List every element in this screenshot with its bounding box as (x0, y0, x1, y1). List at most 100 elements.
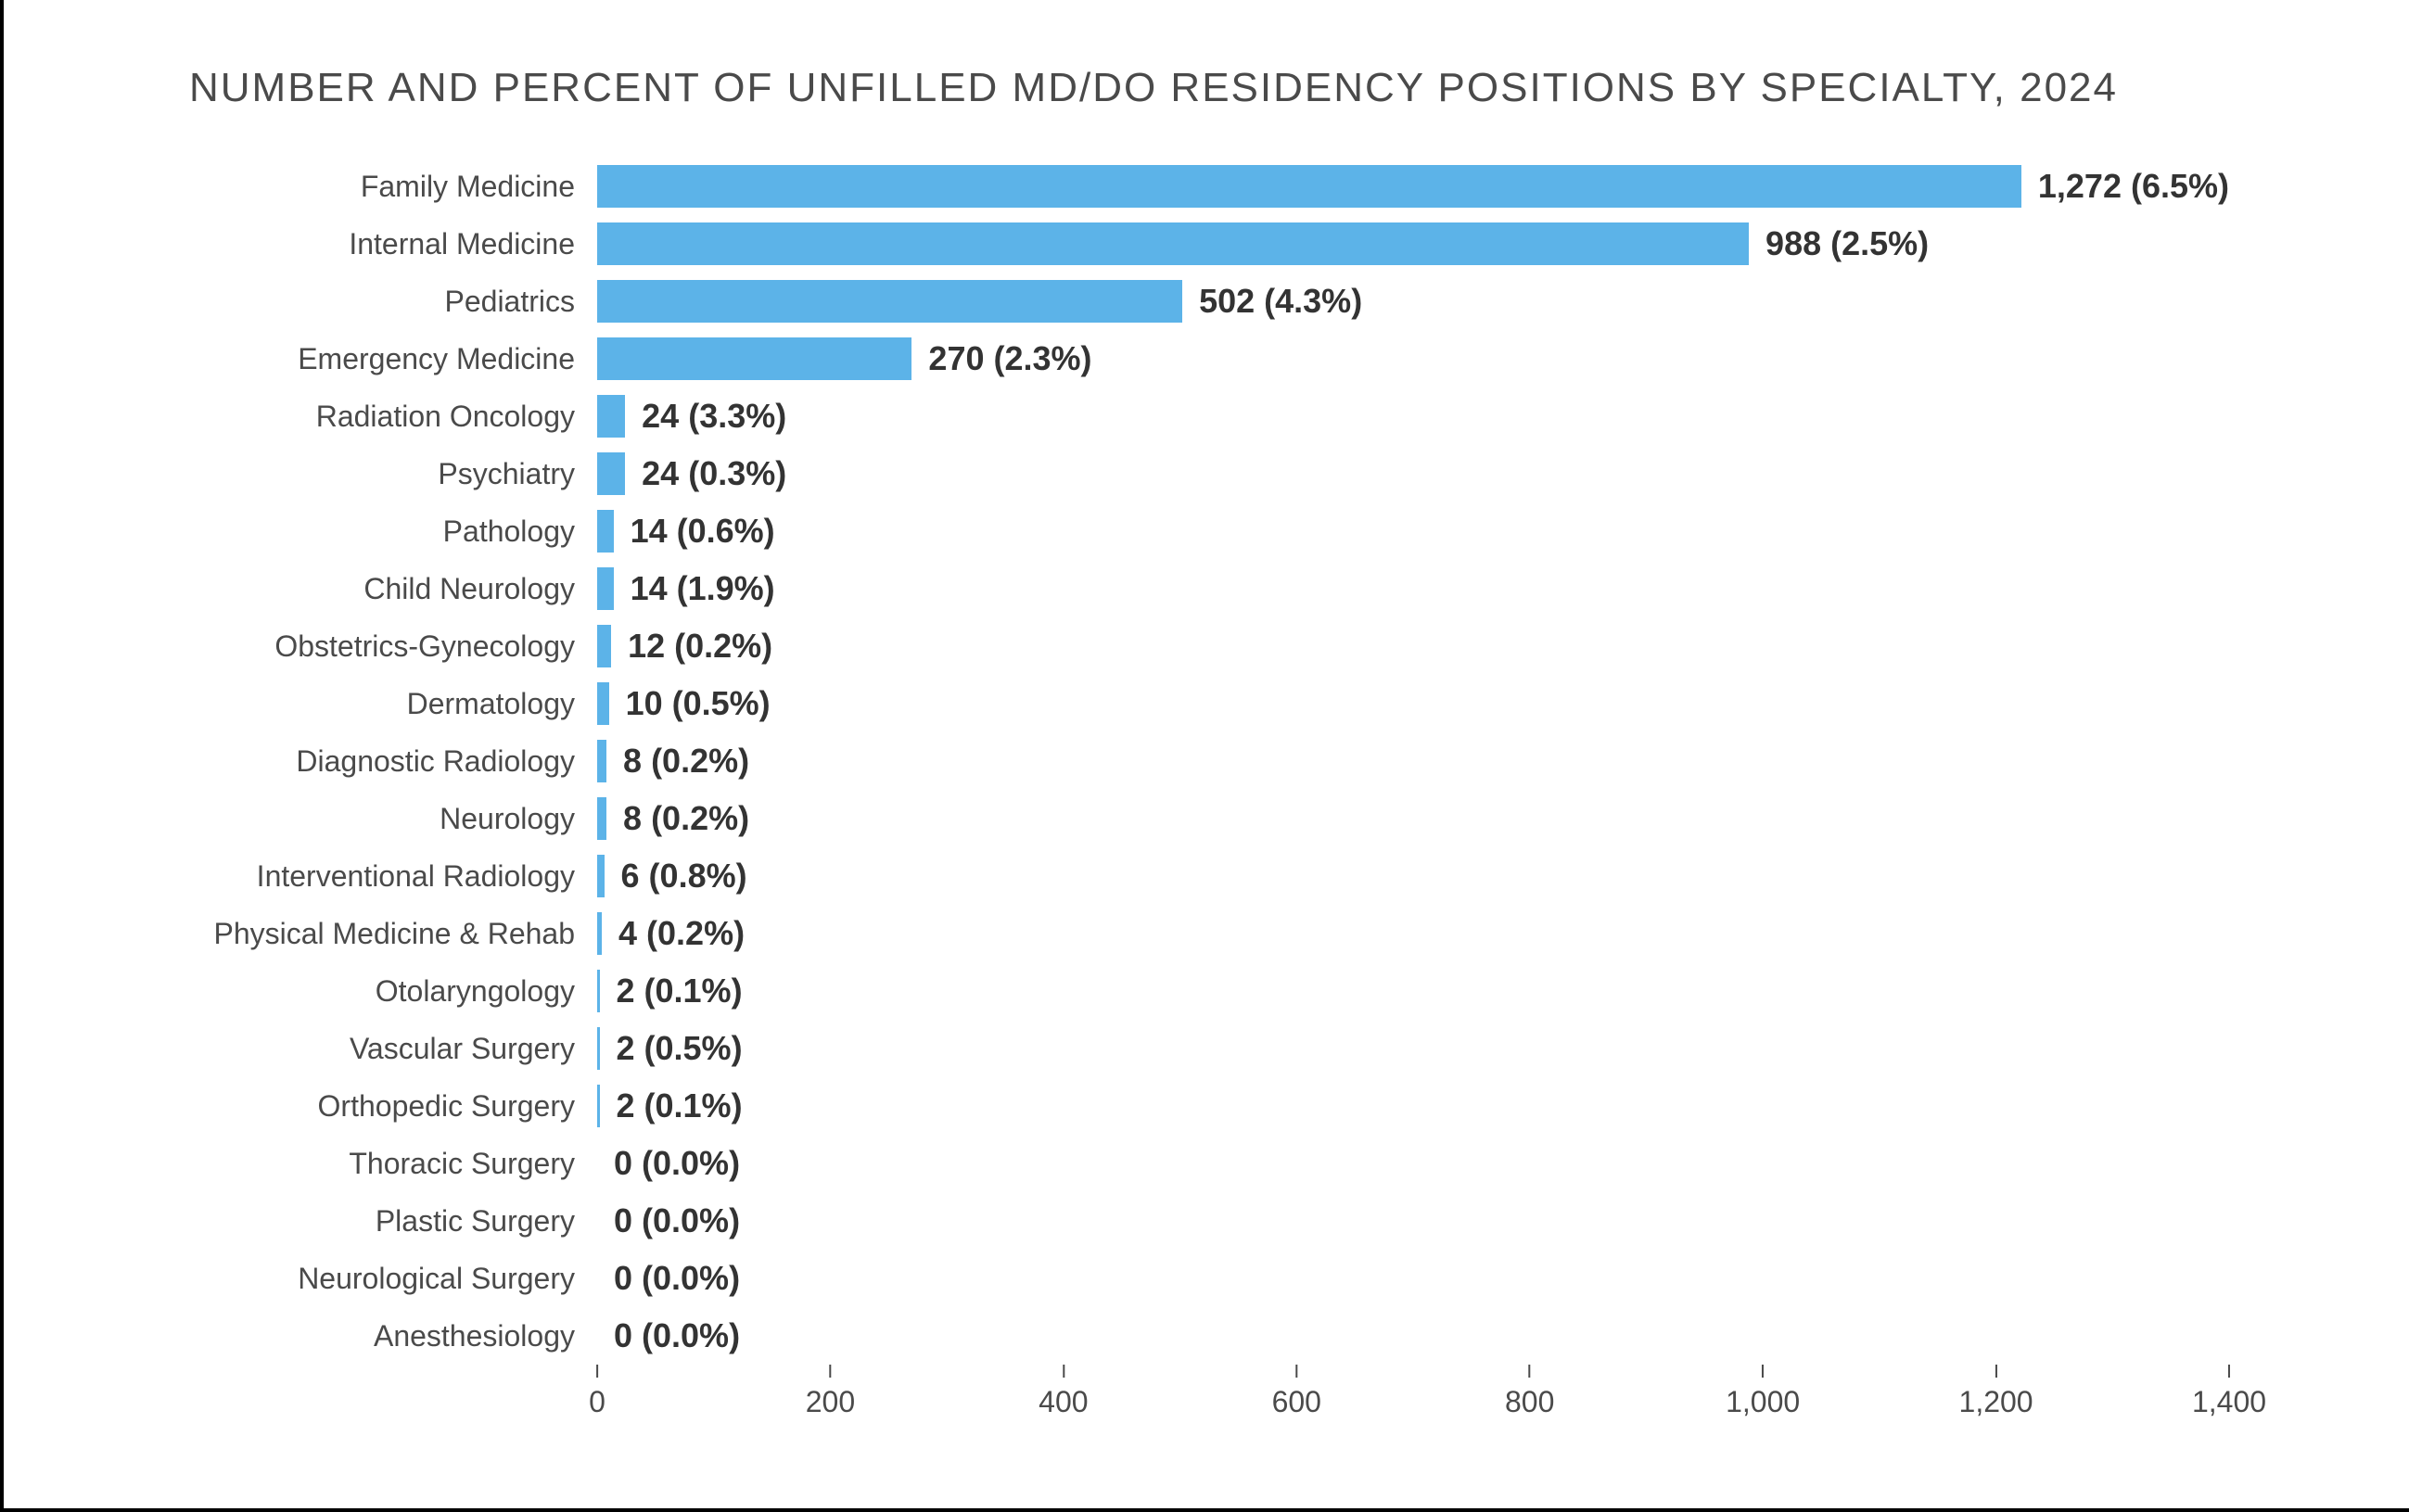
category-label: Internal Medicine (189, 227, 597, 261)
value-label: 502 (4.3%) (1182, 282, 1362, 321)
category-label: Vascular Surgery (189, 1032, 597, 1066)
bar-track: 988 (2.5%) (597, 215, 2229, 273)
bar-track: 2 (0.1%) (597, 1077, 2229, 1135)
category-label: Diagnostic Radiology (189, 744, 597, 779)
bar-track: 8 (0.2%) (597, 790, 2229, 847)
bar (597, 337, 911, 380)
x-tick-label: 1,000 (1726, 1385, 1800, 1419)
chart-row: Neurological Surgery0 (0.0%) (189, 1250, 2229, 1307)
value-label: 14 (0.6%) (614, 512, 775, 551)
chart-row: Emergency Medicine270 (2.3%) (189, 330, 2229, 388)
value-label: 8 (0.2%) (606, 742, 749, 781)
value-label: 6 (0.8%) (605, 857, 747, 896)
x-tick-mark (596, 1365, 598, 1378)
category-label: Pediatrics (189, 285, 597, 319)
bar-track: 14 (0.6%) (597, 502, 2229, 560)
bar (597, 855, 605, 897)
x-tick: 800 (1505, 1365, 1554, 1419)
chart-row: Interventional Radiology6 (0.8%) (189, 847, 2229, 905)
category-label: Interventional Radiology (189, 859, 597, 894)
x-tick-mark (1063, 1365, 1064, 1378)
bar (597, 625, 611, 667)
chart-title: NUMBER AND PERCENT OF UNFILLED MD/DO RES… (189, 65, 2335, 111)
x-tick: 400 (1039, 1365, 1088, 1419)
bar-track: 8 (0.2%) (597, 732, 2229, 790)
x-tick: 600 (1272, 1365, 1321, 1419)
page: NUMBER AND PERCENT OF UNFILLED MD/DO RES… (0, 0, 2409, 1512)
value-label: 0 (0.0%) (597, 1316, 740, 1355)
value-label: 10 (0.5%) (609, 684, 771, 723)
category-label: Physical Medicine & Rehab (189, 917, 597, 951)
bar-track: 12 (0.2%) (597, 617, 2229, 675)
bar-track: 0 (0.0%) (597, 1192, 2229, 1250)
chart-row: Physical Medicine & Rehab4 (0.2%) (189, 905, 2229, 962)
x-tick-label: 200 (806, 1385, 855, 1419)
bar (597, 567, 614, 610)
chart-row: Pediatrics 502 (4.3%) (189, 273, 2229, 330)
x-axis: 02004006008001,0001,2001,400 (597, 1365, 2229, 1429)
x-tick-mark (1295, 1365, 1297, 1378)
category-label: Plastic Surgery (189, 1204, 597, 1239)
bar-track: 10 (0.5%) (597, 675, 2229, 732)
category-label: Orthopedic Surgery (189, 1089, 597, 1124)
bar-track: 1,272 (6.5%) (597, 158, 2229, 215)
chart-row: Vascular Surgery2 (0.5%) (189, 1020, 2229, 1077)
bar-track: 502 (4.3%) (597, 273, 2229, 330)
x-tick: 1,000 (1726, 1365, 1800, 1419)
x-tick-mark (1995, 1365, 1997, 1378)
x-tick: 0 (589, 1365, 605, 1419)
chart-row: Neurology8 (0.2%) (189, 790, 2229, 847)
value-label: 988 (2.5%) (1749, 224, 1929, 263)
x-tick-label: 400 (1039, 1385, 1088, 1419)
chart-row: Diagnostic Radiology 8 (0.2%) (189, 732, 2229, 790)
bar (597, 395, 625, 438)
x-tick: 200 (806, 1365, 855, 1419)
chart-row: Child Neurology 14 (1.9%) (189, 560, 2229, 617)
value-label: 270 (2.3%) (911, 339, 1091, 378)
x-tick: 1,400 (2192, 1365, 2266, 1419)
value-label: 14 (1.9%) (614, 569, 775, 608)
x-tick: 1,200 (1959, 1365, 2033, 1419)
category-label: Neurological Surgery (189, 1262, 597, 1296)
bar (597, 740, 606, 782)
value-label: 2 (0.1%) (600, 972, 743, 1010)
category-label: Pathology (189, 515, 597, 549)
x-tick-mark (1762, 1365, 1764, 1378)
value-label: 0 (0.0%) (597, 1201, 740, 1240)
bar (597, 280, 1182, 323)
value-label: 8 (0.2%) (606, 799, 749, 838)
x-tick-label: 600 (1272, 1385, 1321, 1419)
x-tick-mark (2228, 1365, 2230, 1378)
bar-track: 24 (0.3%) (597, 445, 2229, 502)
category-label: Obstetrics-Gynecology (189, 629, 597, 664)
bar-track: 2 (0.1%) (597, 962, 2229, 1020)
chart-row: Plastic Surgery0 (0.0%) (189, 1192, 2229, 1250)
chart-row: Family Medicine1,272 (6.5%) (189, 158, 2229, 215)
x-tick-label: 1,400 (2192, 1385, 2266, 1419)
x-tick-label: 1,200 (1959, 1385, 2033, 1419)
category-label: Child Neurology (189, 572, 597, 606)
category-label: Dermatology (189, 687, 597, 721)
bar-track: 24 (3.3%) (597, 388, 2229, 445)
bar (597, 510, 614, 553)
value-label: 0 (0.0%) (597, 1259, 740, 1298)
value-label: 2 (0.5%) (600, 1029, 743, 1068)
category-label: Radiation Oncology (189, 400, 597, 434)
bar-track: 0 (0.0%) (597, 1250, 2229, 1307)
chart-row: Obstetrics-Gynecology 12 (0.2%) (189, 617, 2229, 675)
chart-row: Thoracic Surgery0 (0.0%) (189, 1135, 2229, 1192)
chart-row: Otolaryngology2 (0.1%) (189, 962, 2229, 1020)
plot-area: Family Medicine1,272 (6.5%) Internal Medi… (189, 158, 2229, 1365)
chart-row: Pathology 14 (0.6%) (189, 502, 2229, 560)
bar-track: 6 (0.8%) (597, 847, 2229, 905)
bar-chart: Family Medicine1,272 (6.5%) Internal Medi… (189, 158, 2229, 1429)
x-tick-label: 0 (589, 1385, 605, 1419)
bar (597, 682, 609, 725)
bar-track: 2 (0.5%) (597, 1020, 2229, 1077)
value-label: 12 (0.2%) (611, 627, 772, 666)
bar-track: 14 (1.9%) (597, 560, 2229, 617)
bar-track: 270 (2.3%) (597, 330, 2229, 388)
bar-track: 0 (0.0%) (597, 1135, 2229, 1192)
category-label: Anesthesiology (189, 1319, 597, 1353)
value-label: 0 (0.0%) (597, 1144, 740, 1183)
